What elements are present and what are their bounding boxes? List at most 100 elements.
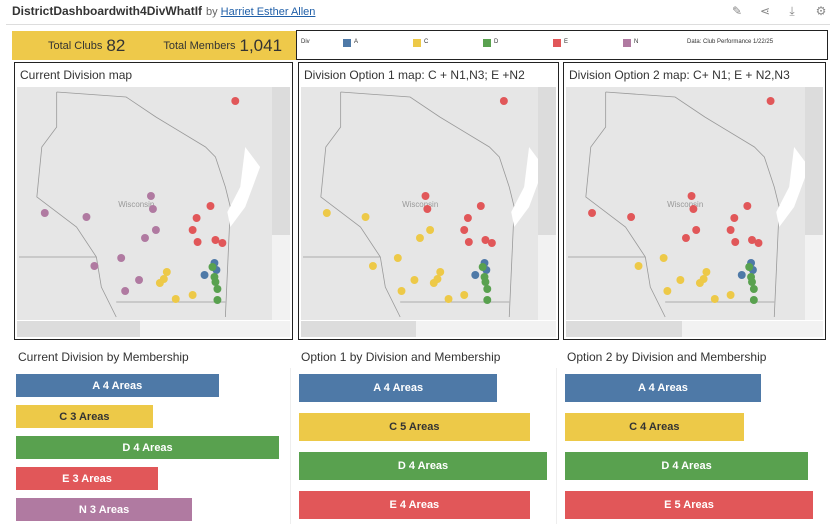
club-marker-c[interactable]: [322, 209, 331, 217]
club-marker-d[interactable]: [749, 296, 758, 304]
map-scrollbar[interactable]: [17, 321, 290, 337]
club-marker-d[interactable]: [749, 285, 758, 293]
club-marker-d[interactable]: [478, 263, 487, 271]
club-marker-d[interactable]: [748, 278, 756, 286]
club-marker-e[interactable]: [692, 226, 701, 234]
club-marker-e[interactable]: [689, 205, 698, 213]
club-marker-c[interactable]: [368, 262, 377, 270]
club-marker-e[interactable]: [726, 226, 735, 234]
club-marker-c[interactable]: [188, 291, 197, 299]
club-marker-e[interactable]: [588, 209, 597, 217]
club-marker-d[interactable]: [208, 263, 217, 271]
map-scrollbar[interactable]: [301, 321, 556, 337]
club-marker-e[interactable]: [206, 202, 215, 210]
club-marker-d[interactable]: [213, 285, 222, 293]
club-marker-c[interactable]: [155, 279, 164, 287]
club-marker-c[interactable]: [410, 276, 419, 284]
club-marker-d[interactable]: [483, 296, 492, 304]
bar-c[interactable]: C 4 Areas: [565, 413, 744, 441]
club-marker-e[interactable]: [681, 234, 690, 242]
club-marker-e[interactable]: [218, 239, 227, 247]
club-marker-n[interactable]: [121, 287, 130, 295]
club-marker-c[interactable]: [444, 295, 453, 303]
club-marker-a[interactable]: [200, 271, 209, 279]
club-marker-e[interactable]: [192, 214, 201, 222]
club-marker-c[interactable]: [429, 279, 438, 287]
map-scrollbar[interactable]: [566, 321, 823, 337]
club-marker-d[interactable]: [483, 285, 492, 293]
club-marker-c[interactable]: [393, 254, 402, 262]
club-marker-n[interactable]: [141, 234, 149, 242]
legend-item-d[interactable]: D: [483, 39, 498, 47]
bar-d[interactable]: D 4 Areas: [16, 436, 279, 459]
club-marker-e[interactable]: [487, 239, 496, 247]
club-marker-e[interactable]: [731, 238, 740, 246]
bar-e[interactable]: E 3 Areas: [16, 467, 159, 490]
club-marker-e[interactable]: [481, 236, 490, 244]
settings-icon[interactable]: ⚙: [815, 4, 827, 18]
club-marker-e[interactable]: [766, 97, 775, 105]
club-marker-e[interactable]: [460, 226, 469, 234]
bar-d[interactable]: D 4 Areas: [299, 452, 547, 480]
club-marker-e[interactable]: [231, 97, 240, 105]
club-marker-a[interactable]: [471, 271, 480, 279]
club-marker-d[interactable]: [481, 278, 490, 286]
club-marker-c[interactable]: [726, 291, 735, 299]
legend-item-n[interactable]: N: [623, 39, 638, 47]
club-marker-c[interactable]: [663, 287, 672, 295]
club-marker-e[interactable]: [211, 236, 220, 244]
club-marker-c[interactable]: [436, 268, 445, 276]
club-marker-e[interactable]: [188, 226, 197, 234]
club-marker-n[interactable]: [117, 254, 126, 262]
club-marker-e[interactable]: [464, 238, 473, 246]
author-link[interactable]: Harriet Esther Allen: [220, 6, 316, 18]
club-marker-c[interactable]: [710, 295, 719, 303]
legend-item-e[interactable]: E: [553, 39, 568, 47]
club-marker-e[interactable]: [687, 192, 696, 200]
club-marker-n[interactable]: [40, 209, 49, 217]
club-marker-n[interactable]: [90, 262, 99, 270]
club-marker-c[interactable]: [634, 262, 643, 270]
club-marker-c[interactable]: [702, 268, 711, 276]
club-marker-n[interactable]: [82, 213, 91, 221]
club-marker-c[interactable]: [426, 226, 435, 234]
bar-a[interactable]: A 4 Areas: [16, 374, 219, 397]
bar-e[interactable]: E 4 Areas: [299, 491, 530, 519]
club-marker-e[interactable]: [748, 236, 756, 244]
club-marker-c[interactable]: [171, 295, 180, 303]
club-marker-a[interactable]: [737, 271, 746, 279]
bar-a[interactable]: A 4 Areas: [565, 374, 761, 402]
club-marker-e[interactable]: [743, 202, 752, 210]
club-marker-e[interactable]: [730, 214, 739, 222]
club-marker-d[interactable]: [211, 278, 220, 286]
division-map[interactable]: Wisconsin: [301, 87, 544, 320]
club-marker-e[interactable]: [463, 214, 472, 222]
club-marker-d[interactable]: [213, 296, 222, 304]
club-marker-n[interactable]: [135, 276, 144, 284]
club-marker-n[interactable]: [148, 205, 157, 213]
club-marker-c[interactable]: [415, 234, 424, 242]
club-marker-d[interactable]: [745, 263, 754, 271]
club-marker-e[interactable]: [627, 213, 636, 221]
club-marker-e[interactable]: [193, 238, 202, 246]
division-map[interactable]: Wisconsin: [17, 87, 272, 320]
bar-d[interactable]: D 4 Areas: [565, 452, 809, 480]
download-icon[interactable]: ⤓: [789, 4, 795, 18]
club-marker-n[interactable]: [151, 226, 160, 234]
club-marker-e[interactable]: [754, 239, 763, 247]
division-map[interactable]: Wisconsin: [566, 87, 809, 320]
bar-a[interactable]: A 4 Areas: [299, 374, 498, 402]
club-marker-e[interactable]: [476, 202, 485, 210]
bar-c[interactable]: C 3 Areas: [16, 405, 153, 428]
club-marker-c[interactable]: [460, 291, 469, 299]
bar-c[interactable]: C 5 Areas: [299, 413, 530, 441]
bar-e[interactable]: E 5 Areas: [565, 491, 813, 519]
club-marker-c[interactable]: [162, 268, 171, 276]
share-icon[interactable]: ⋖: [759, 4, 771, 18]
club-marker-c[interactable]: [361, 213, 370, 221]
club-marker-c[interactable]: [676, 276, 685, 284]
legend-item-c[interactable]: C: [413, 39, 428, 47]
club-marker-c[interactable]: [397, 287, 406, 295]
bar-n[interactable]: N 3 Areas: [16, 498, 193, 521]
edit-icon[interactable]: ✎: [731, 4, 743, 18]
